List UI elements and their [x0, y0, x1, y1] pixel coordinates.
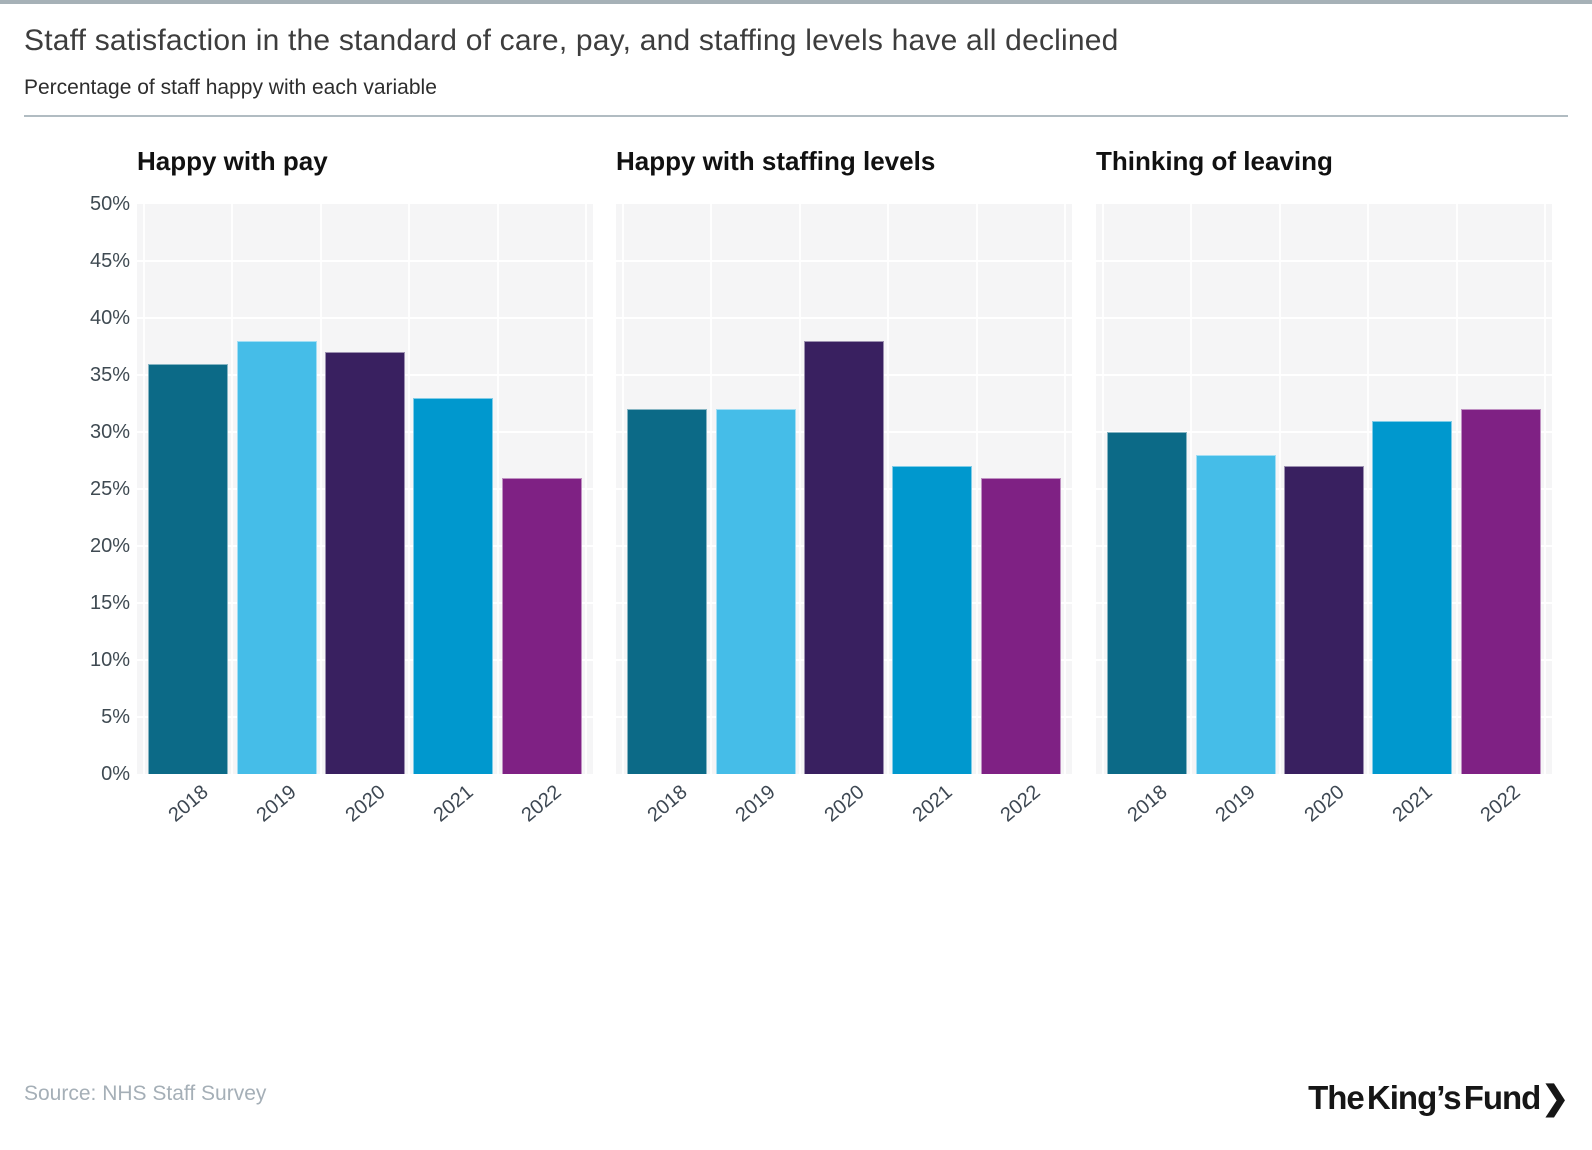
- gridline-vertical: [143, 204, 145, 774]
- y-tick-label: 20%: [89, 535, 130, 557]
- gridline-vertical: [1064, 204, 1066, 774]
- page-subtitle: Percentage of staff happy with each vari…: [24, 76, 437, 99]
- y-tick-label: 35%: [89, 364, 130, 386]
- plot-area: [616, 204, 1072, 774]
- bar-2019: [236, 340, 317, 774]
- gridline-horizontal: [1096, 374, 1552, 376]
- gridline-vertical: [1455, 204, 1458, 774]
- x-tick-label: 2021: [1388, 781, 1437, 827]
- y-tick-label: 40%: [89, 307, 130, 329]
- x-tick-label: 2022: [996, 781, 1045, 827]
- gridline-horizontal: [1096, 260, 1552, 262]
- bar-2021: [1372, 420, 1453, 774]
- source-note: Source: NHS Staff Survey: [24, 1082, 267, 1105]
- x-tick-label: 2020: [340, 781, 390, 827]
- plot-area: [137, 204, 593, 774]
- gridline-horizontal: [1096, 317, 1552, 319]
- kings-fund-logo-text: The King’s Fund: [1308, 1079, 1541, 1116]
- bar-2019: [715, 409, 796, 774]
- gridline-vertical: [887, 204, 890, 774]
- gridline-vertical: [408, 204, 411, 774]
- chevron-icon: ❯: [1541, 1079, 1569, 1116]
- y-tick-label: 15%: [89, 592, 130, 614]
- bar-2022: [1460, 409, 1541, 774]
- x-tick-label: 2019: [252, 781, 301, 827]
- gridline-horizontal: [1096, 431, 1552, 433]
- gridline-vertical: [585, 204, 587, 774]
- gridline-vertical: [975, 204, 978, 774]
- gridline-vertical: [1544, 204, 1546, 774]
- x-tick-label: 2022: [1476, 781, 1525, 827]
- gridline-vertical: [1102, 204, 1104, 774]
- gridline-vertical: [1190, 204, 1193, 774]
- chart-title: Happy with pay: [137, 146, 328, 176]
- bar-2018: [1107, 432, 1188, 774]
- x-tick-label: 2018: [1123, 781, 1172, 827]
- top-border: [0, 0, 1592, 4]
- bar-2019: [1195, 454, 1276, 774]
- y-tick-label: 0%: [101, 763, 130, 785]
- x-tick-label: 2019: [1211, 781, 1260, 827]
- bar-2022: [501, 477, 582, 774]
- gridline-vertical: [710, 204, 713, 774]
- gridline-vertical: [319, 204, 322, 774]
- y-tick-label: 5%: [101, 706, 130, 728]
- y-tick-label: 10%: [89, 649, 130, 671]
- x-tick-label: 2018: [643, 781, 692, 827]
- gridline-horizontal: [616, 317, 1072, 319]
- bar-2021: [892, 466, 973, 774]
- bar-2020: [804, 340, 884, 774]
- x-tick-label: 2021: [908, 781, 957, 827]
- gridline-vertical: [798, 204, 801, 774]
- x-tick-label: 2020: [1299, 781, 1349, 827]
- bar-2021: [413, 397, 494, 774]
- gridline-horizontal: [137, 317, 593, 319]
- bar-2020: [1284, 466, 1364, 774]
- bar-2020: [325, 352, 405, 774]
- x-tick-label: 2022: [517, 781, 566, 827]
- x-tick-label: 2020: [819, 781, 869, 827]
- bar-2018: [148, 363, 229, 774]
- gridline-vertical: [496, 204, 499, 774]
- bar-2022: [980, 477, 1061, 774]
- header-divider: [24, 115, 1568, 117]
- y-tick-label: 25%: [89, 478, 130, 500]
- gridline-vertical: [622, 204, 624, 774]
- y-tick-label: 50%: [89, 193, 130, 215]
- gridline-horizontal: [137, 260, 593, 262]
- chart-title: Thinking of leaving: [1096, 146, 1333, 176]
- x-tick-label: 2018: [164, 781, 213, 827]
- page-title: Staff satisfaction in the standard of ca…: [24, 24, 1119, 57]
- gridline-vertical: [231, 204, 234, 774]
- kings-fund-logo: The King’s Fund❯: [1308, 1078, 1569, 1117]
- gridline-vertical: [1278, 204, 1281, 774]
- gridline-vertical: [1367, 204, 1370, 774]
- x-tick-label: 2021: [429, 781, 478, 827]
- bar-2018: [627, 409, 708, 774]
- x-tick-label: 2019: [731, 781, 780, 827]
- gridline-horizontal: [616, 260, 1072, 262]
- chart-title: Happy with staffing levels: [616, 146, 936, 176]
- y-tick-label: 45%: [89, 250, 130, 272]
- y-tick-label: 30%: [89, 421, 130, 443]
- plot-area: [1096, 204, 1552, 774]
